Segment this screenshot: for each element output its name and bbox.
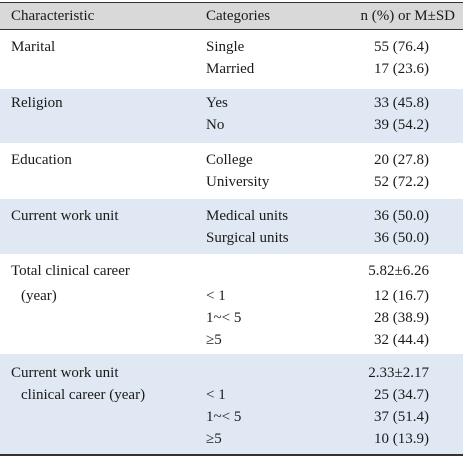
group-religion: Religion Yes 33 (45.8) No 39 (54.2): [0, 89, 463, 143]
group-label-continued: (year): [21, 288, 57, 304]
group-education: Education College 20 (27.8) University 5…: [0, 143, 463, 199]
group-label: Marital: [11, 39, 56, 55]
group-label: Current work unit: [11, 208, 119, 224]
category-label: No: [206, 117, 225, 133]
category-label: Medical units: [206, 208, 289, 224]
category-label: University: [206, 174, 270, 190]
group-label: Religion: [11, 95, 63, 111]
category-label: College: [206, 152, 253, 168]
category-label: 1~< 5: [206, 409, 242, 425]
category-label: Married: [206, 61, 255, 77]
category-label: ≥5: [206, 332, 222, 348]
value-cell: 12 (16.7): [374, 288, 429, 304]
value-cell: 32 (44.4): [374, 332, 429, 348]
value-cell: 10 (13.9): [374, 431, 429, 447]
value-cell: 52 (72.2): [374, 174, 429, 190]
value-cell: 39 (54.2): [374, 117, 429, 133]
value-cell: 36 (50.0): [374, 230, 429, 246]
value-cell: 33 (45.8): [374, 95, 429, 111]
group-label: Total clinical career: [11, 263, 130, 279]
bottom-rule: [0, 454, 463, 456]
header-categories: Categories: [206, 8, 271, 24]
category-label: 1~< 5: [206, 310, 242, 326]
group-label: Education: [11, 152, 72, 168]
category-label: < 1: [206, 288, 226, 304]
summary-value: 2.33±2.17: [368, 365, 429, 381]
category-label: ≥5: [206, 431, 222, 447]
value-cell: 25 (34.7): [374, 387, 429, 403]
group-work-unit-clinical-career: Current work unit clinical career (year)…: [0, 354, 463, 454]
header-rule: [0, 29, 463, 30]
value-cell: 55 (76.4): [374, 39, 429, 55]
group-label-continued: clinical career (year): [21, 387, 146, 403]
table-header: Characteristic Categories n (%) or M±SD: [0, 3, 463, 29]
value-cell: 36 (50.0): [374, 208, 429, 224]
value-cell: 37 (51.4): [374, 409, 429, 425]
summary-value: 5.82±6.26: [368, 263, 429, 279]
group-label: Current work unit: [11, 365, 119, 381]
top-rule: [0, 2, 463, 3]
category-label: Single: [206, 39, 245, 55]
value-cell: 17 (23.6): [374, 61, 429, 77]
group-marital: Marital Single 55 (76.4) Married 17 (23.…: [0, 30, 463, 89]
category-label: Yes: [206, 95, 228, 111]
group-current-work-unit: Current work unit Medical units 36 (50.0…: [0, 199, 463, 254]
value-cell: 28 (38.9): [374, 310, 429, 326]
header-value: n (%) or M±SD: [360, 8, 455, 24]
header-characteristic: Characteristic: [11, 8, 95, 24]
group-total-clinical-career: Total clinical career (year) 5.82±6.26 <…: [0, 254, 463, 354]
value-cell: 20 (27.8): [374, 152, 429, 168]
category-label: Surgical units: [206, 230, 289, 246]
category-label: < 1: [206, 387, 226, 403]
